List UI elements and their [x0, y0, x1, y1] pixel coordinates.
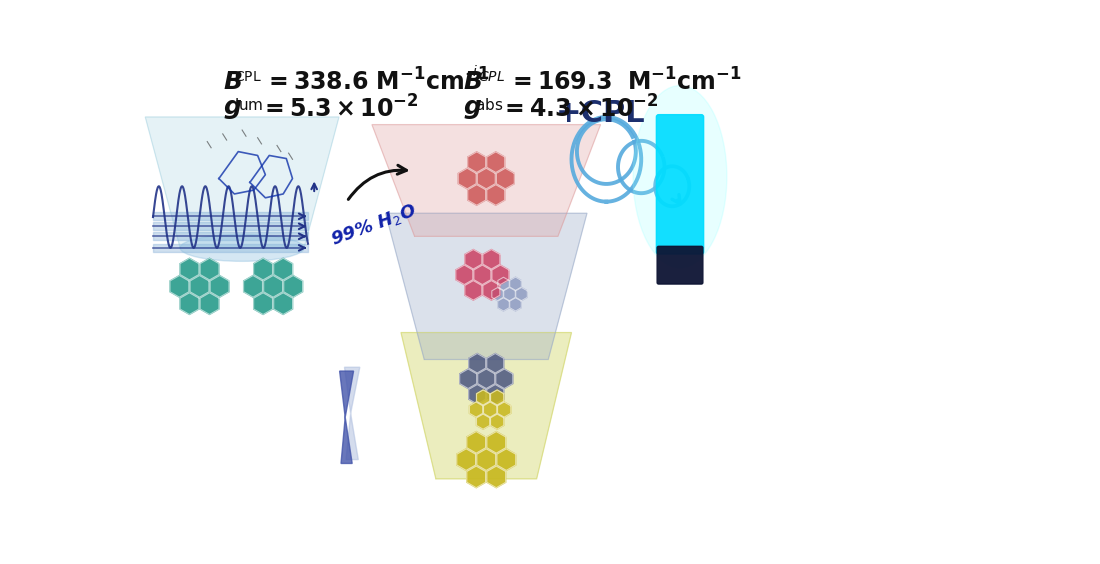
Polygon shape: [456, 449, 475, 470]
Polygon shape: [455, 265, 473, 284]
Polygon shape: [487, 385, 504, 404]
Polygon shape: [487, 431, 506, 453]
Text: $\mathrm{CPL}$: $\mathrm{CPL}$: [234, 70, 262, 84]
Polygon shape: [516, 288, 527, 301]
Polygon shape: [496, 168, 514, 189]
Polygon shape: [466, 431, 485, 453]
Text: $\mathbf{= 169.3\ \ M^{-1}cm^{-1}}$: $\mathbf{= 169.3\ \ M^{-1}cm^{-1}}$: [508, 69, 741, 96]
Polygon shape: [470, 402, 483, 417]
Polygon shape: [465, 281, 482, 300]
Polygon shape: [474, 265, 491, 284]
Polygon shape: [498, 298, 509, 311]
Polygon shape: [244, 276, 263, 297]
Text: +CPL: +CPL: [556, 99, 646, 127]
Polygon shape: [497, 402, 510, 417]
Polygon shape: [465, 249, 482, 269]
Polygon shape: [210, 276, 229, 297]
Polygon shape: [487, 354, 504, 373]
Polygon shape: [492, 288, 503, 301]
Text: $\mathrm{abs}$: $\mathrm{abs}$: [474, 96, 503, 113]
Polygon shape: [460, 369, 476, 389]
Polygon shape: [254, 293, 273, 314]
Polygon shape: [344, 367, 360, 460]
Polygon shape: [402, 333, 572, 479]
Ellipse shape: [634, 86, 727, 268]
Polygon shape: [484, 402, 497, 417]
Polygon shape: [466, 466, 485, 488]
Polygon shape: [476, 390, 490, 405]
Polygon shape: [340, 371, 353, 464]
Polygon shape: [477, 449, 496, 470]
Text: $\bfit{B}$: $\bfit{B}$: [222, 70, 242, 94]
Polygon shape: [504, 288, 515, 301]
Ellipse shape: [180, 235, 304, 261]
Polygon shape: [492, 265, 509, 284]
Text: $\mathrm{lum}$: $\mathrm{lum}$: [234, 96, 264, 113]
Text: $\bfit{B}$: $\bfit{B}$: [463, 70, 483, 94]
Polygon shape: [459, 168, 476, 189]
Polygon shape: [483, 281, 499, 300]
Polygon shape: [487, 466, 506, 488]
Polygon shape: [496, 369, 513, 389]
Polygon shape: [477, 369, 495, 389]
Text: $\mathbf{= 5.3\times10^{-2}}$: $\mathbf{= 5.3\times10^{-2}}$: [260, 96, 419, 123]
Polygon shape: [468, 152, 485, 173]
Polygon shape: [180, 293, 199, 314]
Polygon shape: [487, 185, 505, 205]
Polygon shape: [200, 293, 219, 314]
Polygon shape: [274, 258, 293, 280]
Text: $\bfit{g}$: $\bfit{g}$: [463, 97, 482, 121]
FancyBboxPatch shape: [657, 114, 704, 254]
Polygon shape: [469, 385, 486, 404]
Polygon shape: [510, 298, 521, 311]
Text: $\mathit{CPL}$: $\mathit{CPL}$: [478, 70, 505, 84]
Polygon shape: [254, 258, 273, 280]
Polygon shape: [510, 277, 521, 290]
Polygon shape: [385, 213, 587, 359]
Polygon shape: [497, 449, 516, 470]
Polygon shape: [477, 168, 495, 189]
Polygon shape: [274, 293, 293, 314]
Text: $\mathbf{= 338.6\ M^{-1}cm^{-1}}$: $\mathbf{= 338.6\ M^{-1}cm^{-1}}$: [264, 69, 490, 96]
Text: $\mathit{i}$: $\mathit{i}$: [472, 64, 478, 79]
FancyBboxPatch shape: [657, 246, 703, 284]
Polygon shape: [487, 152, 505, 173]
Text: 99% H$_2$O: 99% H$_2$O: [328, 200, 419, 249]
Text: $\bfit{g}$: $\bfit{g}$: [222, 97, 242, 121]
Polygon shape: [170, 276, 189, 297]
Polygon shape: [372, 125, 601, 236]
Polygon shape: [468, 185, 485, 205]
Polygon shape: [476, 414, 490, 429]
Polygon shape: [264, 276, 283, 297]
Polygon shape: [498, 277, 509, 290]
Polygon shape: [284, 276, 302, 297]
Polygon shape: [491, 390, 504, 405]
Polygon shape: [200, 258, 219, 280]
Polygon shape: [491, 414, 504, 429]
Polygon shape: [483, 249, 499, 269]
Polygon shape: [469, 354, 486, 373]
Polygon shape: [180, 258, 199, 280]
Polygon shape: [145, 117, 339, 248]
Text: $\mathbf{= 4.3\times10^{-2}}$: $\mathbf{= 4.3\times10^{-2}}$: [500, 96, 659, 123]
Polygon shape: [190, 276, 209, 297]
